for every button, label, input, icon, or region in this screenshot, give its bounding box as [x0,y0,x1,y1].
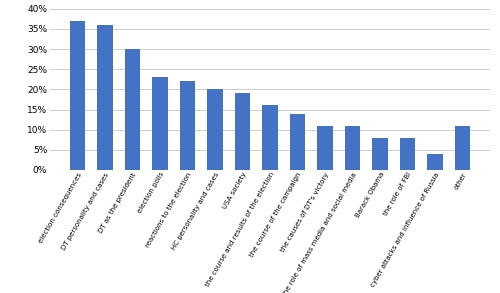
Bar [152,77,168,170]
Bar [290,114,305,170]
Bar [400,138,415,170]
Bar [318,126,332,170]
Bar [235,93,250,170]
Bar [345,126,360,170]
Bar [428,154,442,170]
Bar [372,138,388,170]
Bar [98,25,112,170]
Bar [70,21,85,170]
Bar [455,126,470,170]
Bar [262,105,278,170]
Bar [125,49,140,170]
Bar [180,81,195,170]
Bar [208,89,222,170]
